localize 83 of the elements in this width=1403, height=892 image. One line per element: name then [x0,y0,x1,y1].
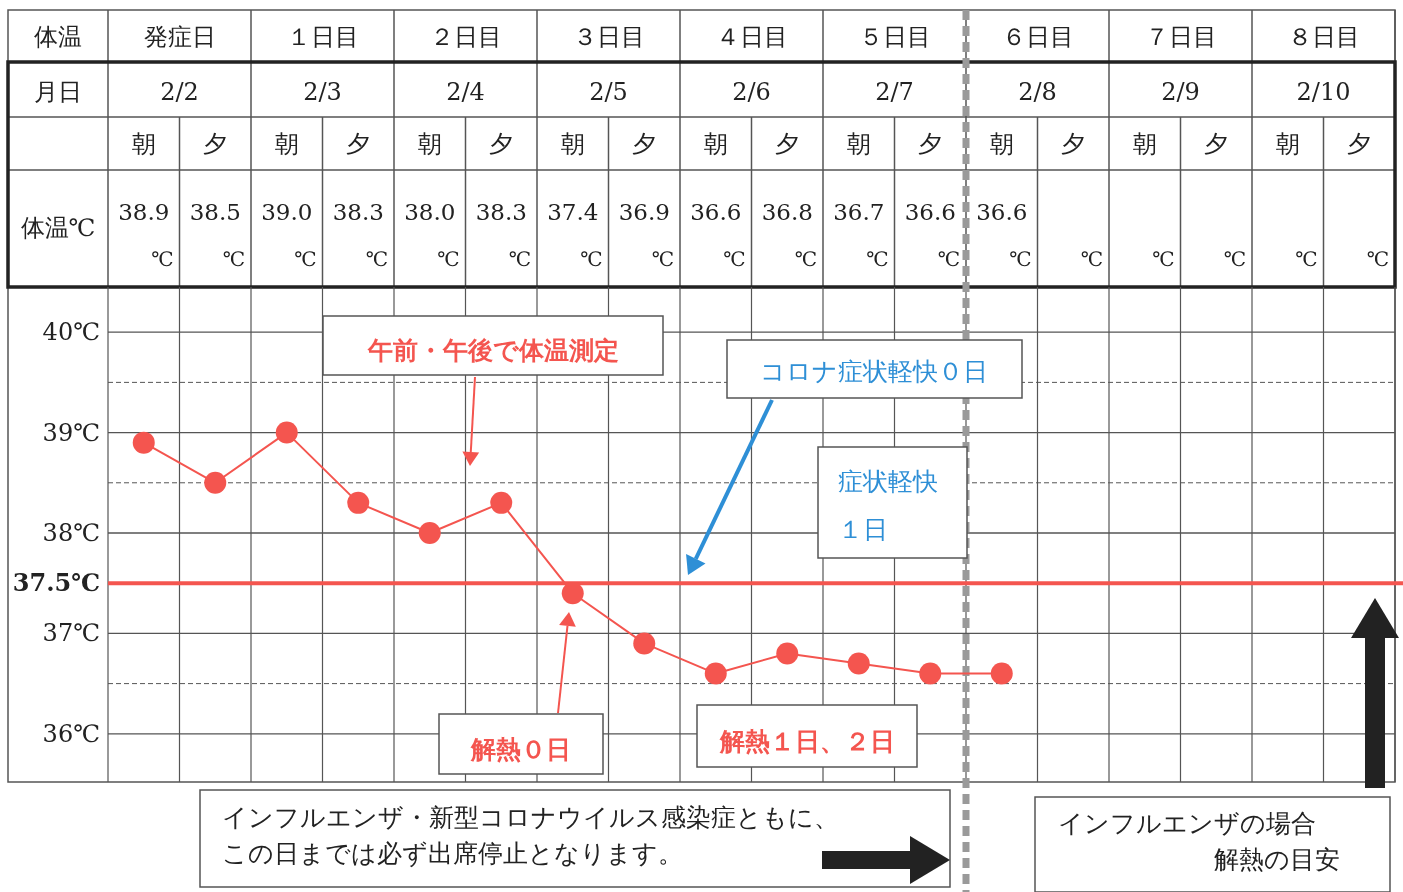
x-tick-label: 朝 [703,130,728,158]
annotation: 症状軽快１日 [838,467,938,544]
point [776,642,799,665]
point [704,662,727,685]
point [561,582,584,605]
text: ３日目 [572,23,645,51]
x-tick-label: 夕 [632,130,657,158]
x-tick-label: 朝 [1275,130,1300,158]
x-tick-label: 夕 [1347,130,1372,158]
x-tick-label: 朝 [1132,130,1157,158]
text: ６日目 [1001,23,1074,51]
y-tick-label: 39℃ [42,418,100,447]
point [490,491,513,514]
data-label: 36.6℃ [690,199,746,271]
text: 月日 [34,78,82,106]
annotation: 午前・午後で体温測定 [366,336,619,365]
point [919,662,942,685]
text: ℃ [1223,247,1246,271]
point [347,491,370,514]
data-label: 36.6℃ [976,199,1032,271]
y-tick-label: 38℃ [42,518,100,547]
x-tick-label: 夕 [203,130,228,158]
data-label: 37.4℃ [547,199,603,271]
text: ℃ [1366,247,1389,271]
y-tick-label: 37℃ [42,619,100,648]
text: ℃ [1152,247,1175,271]
text: 2/4 [446,78,485,106]
text: ℃ [1080,247,1103,271]
data-label: 38.0℃ [404,199,460,271]
x-tick-label: 朝 [560,130,585,158]
x-tick-label: 夕 [918,130,943,158]
data-label: 38.9℃ [118,199,174,271]
text: 体温℃ [20,214,96,242]
point [847,652,870,675]
data-label: 36.8℃ [761,199,817,271]
y-tick-label: 36℃ [42,719,100,748]
annotation: 解熱１日、２日 [718,727,895,756]
text: 2/8 [1018,78,1057,106]
text: 2/5 [589,78,628,106]
text: ４日目 [715,23,788,51]
data-label: 39.0℃ [261,199,317,271]
text: ５日目 [858,23,931,51]
text: 2/10 [1296,78,1351,106]
data-label: 38.5℃ [189,199,245,271]
text: インフルエンザ・新型コロナウイルス感染症ともに、この日までは必ず出席停止となります。 [222,803,839,868]
text: 2/6 [732,78,771,106]
annotation: コロナ症状軽快０日 [760,357,988,386]
x-tick-label: 朝 [417,130,442,158]
annotation: 解熱０日 [470,735,571,764]
ref-line-label: 37.5℃ [12,568,100,598]
text: 2/7 [875,78,914,106]
text: 2/9 [1161,78,1200,106]
text: ７日目 [1144,23,1217,51]
data-label: 36.9℃ [618,199,674,271]
x-tick-label: 夕 [775,130,800,158]
text: ２日目 [429,23,502,51]
point [990,662,1013,685]
text: 発症日 [143,23,216,51]
x-tick-label: 夕 [489,130,514,158]
x-tick-label: 夕 [1061,130,1086,158]
data-label: 36.6℃ [904,199,960,271]
point [275,421,298,444]
x-tick-label: 夕 [1204,130,1229,158]
x-tick-label: 朝 [989,130,1014,158]
x-tick-label: 朝 [846,130,871,158]
text: 2/3 [303,78,342,106]
x-tick-label: 朝 [131,130,156,158]
text: 2/2 [160,78,199,106]
y-tick-label: 40℃ [42,318,100,347]
x-tick-label: 夕 [346,130,371,158]
point [418,521,441,544]
data-label: 38.3℃ [475,199,531,271]
text: インフルエンザの場合解熱の目安 [1058,809,1340,874]
text: 体温 [34,23,82,51]
data-label: 36.7℃ [833,199,889,271]
data-label: 38.3℃ [332,199,388,271]
point [132,431,155,454]
point [633,632,656,655]
text: ℃ [1295,247,1318,271]
text: １日目 [286,23,359,51]
text: ８日目 [1287,23,1360,51]
point [204,471,227,494]
x-tick-label: 朝 [274,130,299,158]
